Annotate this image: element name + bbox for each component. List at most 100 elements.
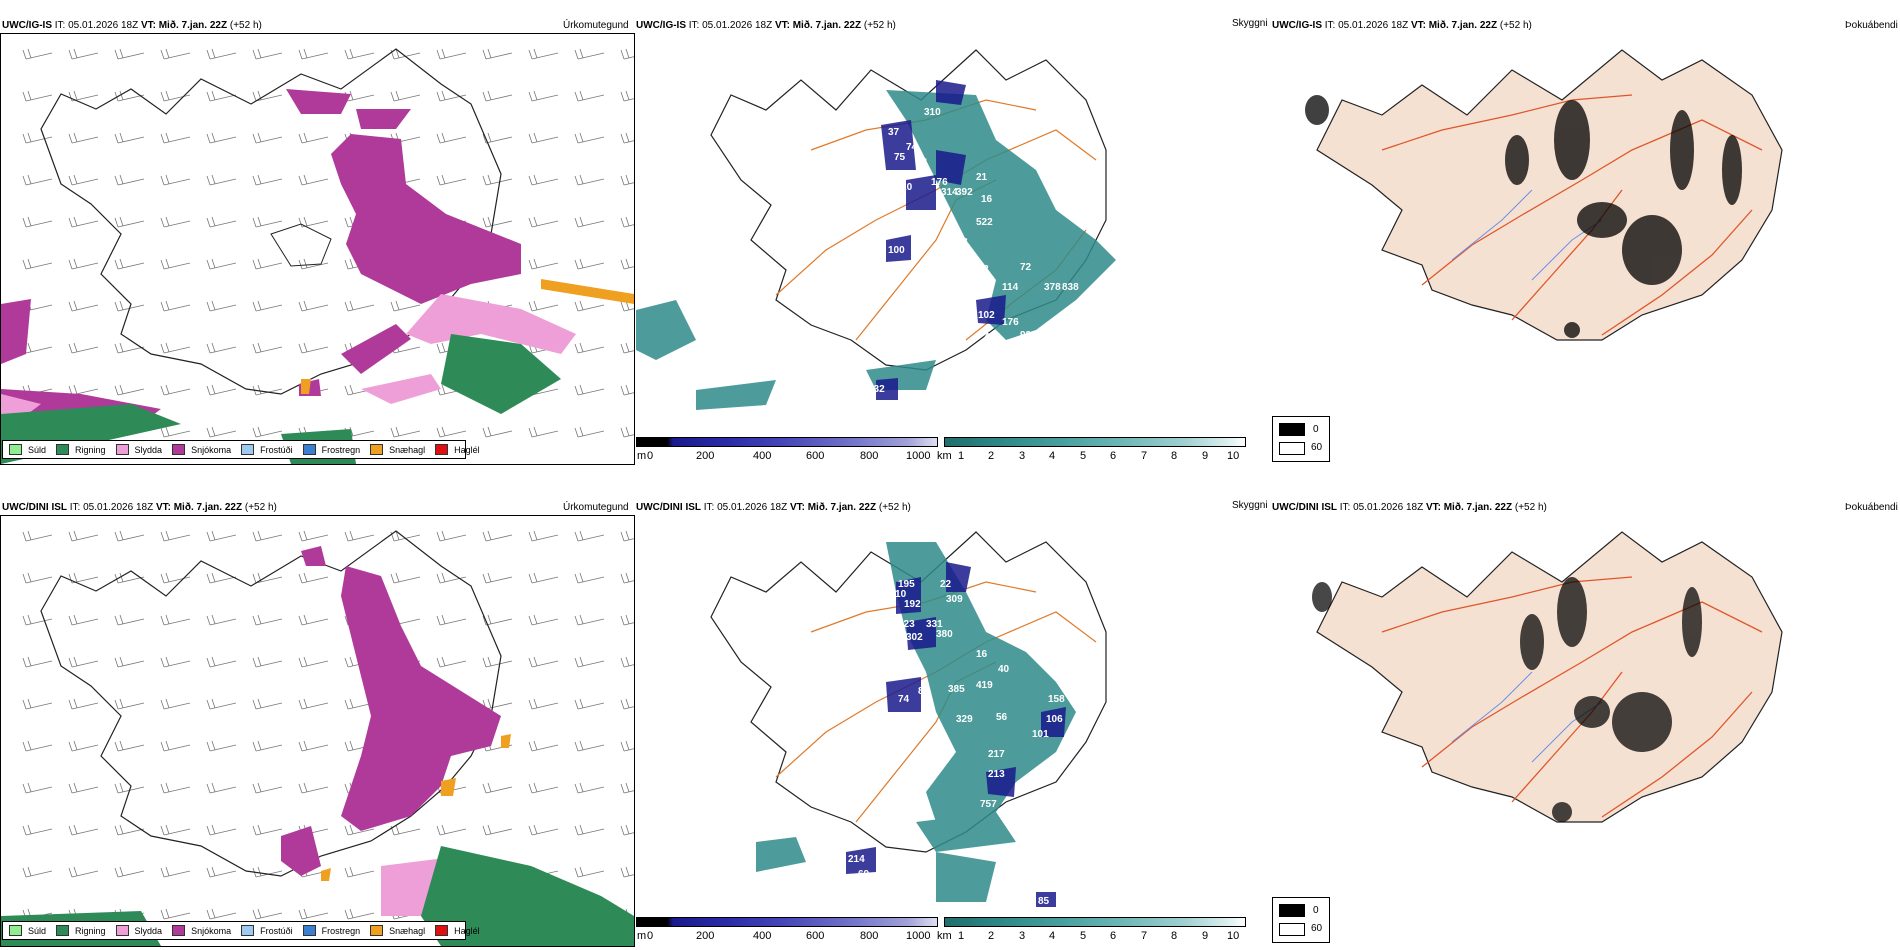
snow-swatch [172, 925, 186, 936]
wind-barb [390, 300, 421, 312]
ceiling-label: 16 [976, 649, 988, 660]
ceiling-label: 132 [868, 384, 885, 395]
wind-barb [574, 530, 605, 542]
ceiling-label: 422 [984, 332, 1001, 343]
visibility-tick: 1 [958, 930, 965, 942]
freezing-rain-swatch [302, 925, 316, 936]
ceiling-label: 757 [980, 799, 997, 810]
freezing-drizzle-swatch [241, 925, 255, 936]
wind-barb [114, 572, 145, 584]
ceiling-label: 222 [1034, 142, 1051, 153]
fog-high-swatch [1279, 423, 1305, 436]
ceiling-label: 939 [1020, 330, 1037, 341]
ceiling-label: 310 [924, 107, 941, 118]
panel-igis-visibility: UWC/IG-IS IT: 05.01.2026 18Z VT: Mið. 7.… [636, 0, 1272, 465]
visibility-tick: 6 [1110, 450, 1117, 462]
wind-barb [620, 824, 634, 836]
wind-barb [298, 572, 329, 584]
ceiling-label: 56 [996, 712, 1008, 723]
visibility-teal-area [756, 542, 1076, 902]
wind-barb [482, 824, 513, 836]
wind-barb [436, 132, 467, 144]
legend-item-snow-pellets: Snæhagl [370, 444, 425, 455]
wind-barb [206, 48, 237, 60]
legend-item-drizzle: Súld [9, 444, 46, 455]
map-frame [0, 515, 635, 947]
precip-legend: Súld Rigning Slydda Snjókoma Frostúði Fr… [2, 921, 480, 940]
panel-igis-fog: UWC/IG-IS IT: 05.01.2026 18Z VT: Mið. 7.… [1272, 0, 1900, 465]
ceiling-label: 158 [1048, 694, 1065, 705]
ceiling-label: 192 [904, 599, 921, 610]
wind-barb [574, 614, 605, 626]
wind-barb [68, 48, 99, 60]
fog-high-swatch [1279, 904, 1305, 917]
wind-barb [620, 698, 634, 710]
wind-barb [528, 824, 559, 836]
wind-barb [574, 866, 605, 878]
wind-barb [22, 698, 53, 710]
ceiling-navy-area [876, 80, 1006, 400]
wind-barb [298, 614, 329, 626]
visibility-tick: 9 [1202, 450, 1209, 462]
snow-swatch [172, 444, 186, 455]
wind-barb [114, 216, 145, 228]
ceiling-label: 110 [896, 182, 913, 193]
wind-barb [22, 90, 53, 102]
wind-barb [22, 342, 53, 354]
wind-barb [22, 656, 53, 668]
wind-barb [206, 426, 237, 438]
wind-barb [436, 530, 467, 542]
wind-barb [436, 614, 467, 626]
wind-barb [160, 132, 191, 144]
wind-barb [22, 614, 53, 626]
iceland-land [1316, 531, 1783, 823]
wind-barb [620, 384, 634, 396]
roads [1381, 576, 1763, 818]
wind-barb [160, 342, 191, 354]
wind-barb [298, 300, 329, 312]
panel-title: Úrkomutegund [563, 502, 629, 513]
panel-header: UWC/DINI ISL IT: 05.01.2026 18Z VT: Mið.… [636, 502, 911, 513]
wind-barb [114, 824, 145, 836]
wind-barb [620, 782, 634, 794]
wind-barb [206, 300, 237, 312]
wind-barb [620, 740, 634, 752]
wind-barb [252, 342, 283, 354]
ceiling-label: 106 [1046, 714, 1063, 725]
wind-barb [160, 174, 191, 186]
wind-barb [68, 342, 99, 354]
wind-barb [68, 174, 99, 186]
wind-barb [390, 530, 421, 542]
wind-barb [252, 656, 283, 668]
wind-barb [206, 530, 237, 542]
wind-barb [252, 174, 283, 186]
wind-barb [574, 342, 605, 354]
wind-barb [436, 824, 467, 836]
wind-barb [68, 216, 99, 228]
wind-barb [206, 174, 237, 186]
wind-barb [68, 782, 99, 794]
panel-title: Þokuábendi [1845, 20, 1898, 31]
ceiling-label: 123 [898, 619, 915, 630]
legend-item-drizzle: Súld [9, 925, 46, 936]
wind-barb [160, 426, 191, 438]
wind-barb [114, 300, 145, 312]
ceiling-label: 80 [918, 686, 930, 697]
ceiling-label: 217 [988, 749, 1005, 760]
ceiling-label: 380 [936, 629, 953, 640]
map-frame [0, 33, 635, 465]
wind-barb [22, 782, 53, 794]
ceiling-label: 419 [976, 680, 993, 691]
iceland-outline [710, 531, 1107, 853]
wind-barb [22, 216, 53, 228]
wind-barb [528, 530, 559, 542]
sleet-swatch [115, 444, 129, 455]
wind-barb [436, 656, 467, 668]
ceiling-label: 21 [976, 172, 988, 183]
wind-barb [436, 174, 467, 186]
ceiling-label: 838 [1062, 282, 1079, 293]
wind-barb [22, 530, 53, 542]
wind-barb [114, 782, 145, 794]
wind-barb [206, 90, 237, 102]
wind-barb [344, 908, 375, 920]
